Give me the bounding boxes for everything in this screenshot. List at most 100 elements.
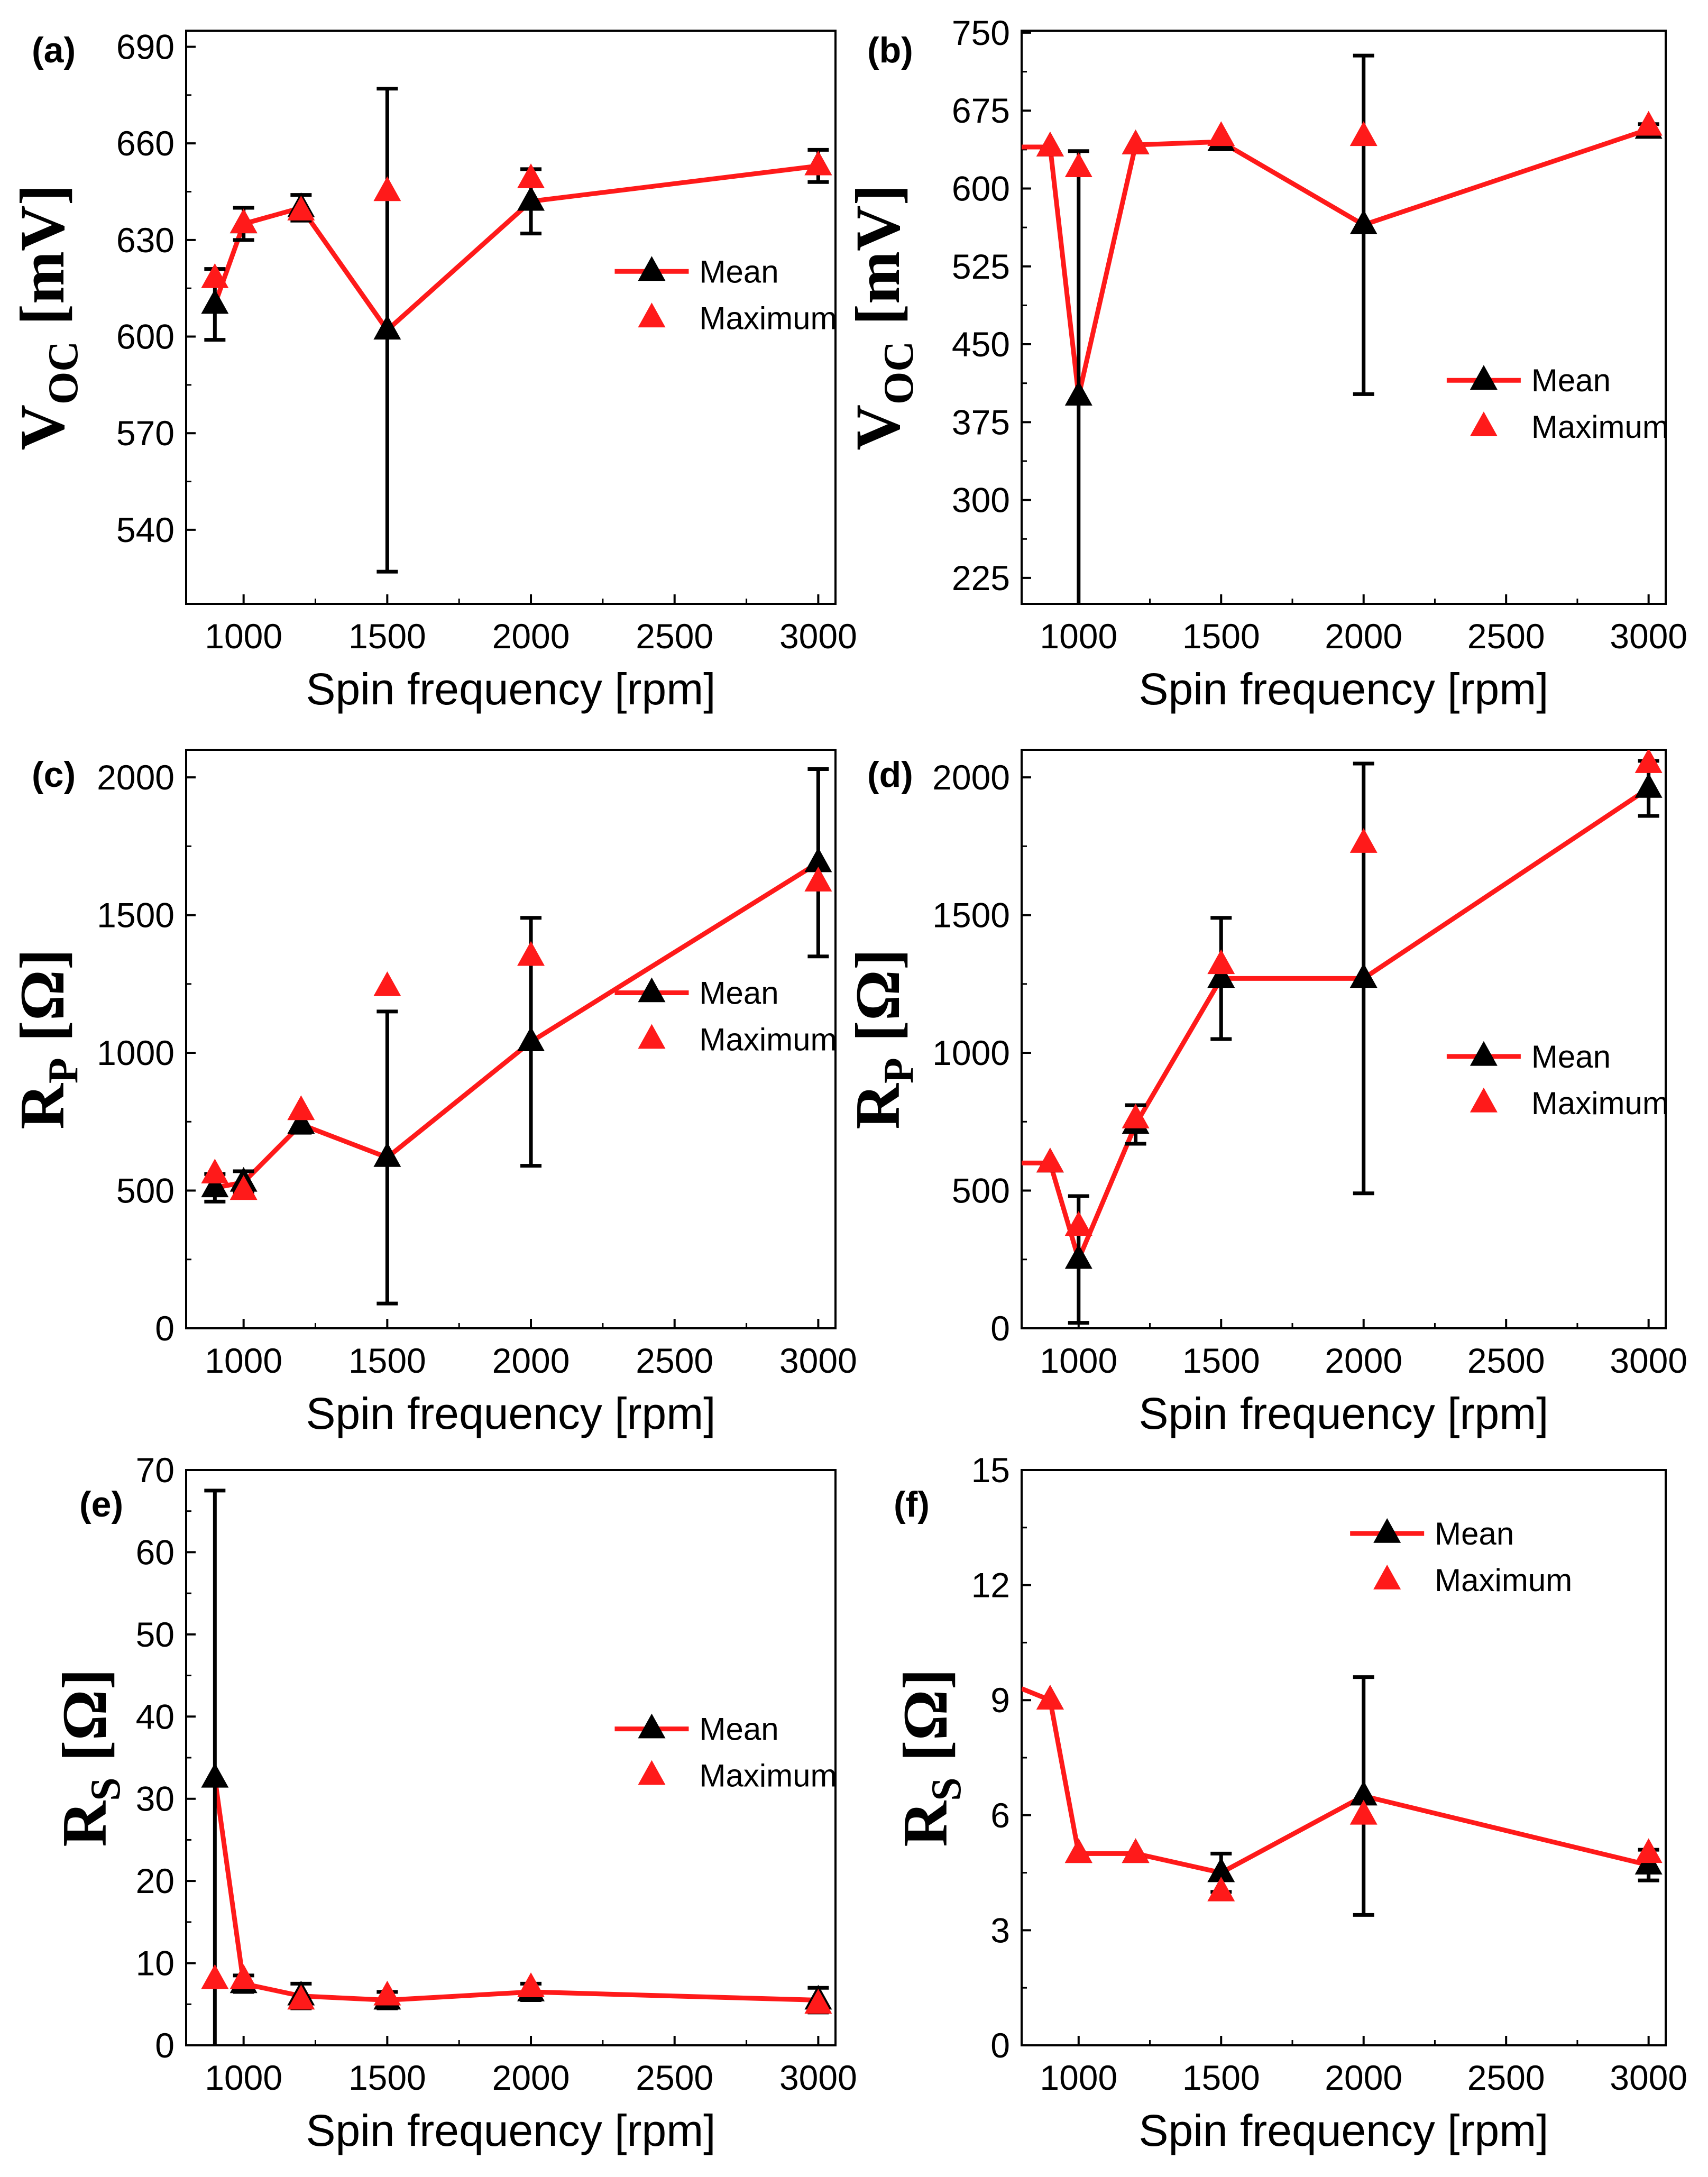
legend: Mean Maximum xyxy=(614,1712,837,1794)
legend-mean-marker xyxy=(638,256,666,281)
legend-mean-marker xyxy=(638,1713,666,1739)
maximum-point xyxy=(1634,750,1663,773)
chart-panel-c: 1000 1500 2000 2500 3000 0 500 1000 1500 2000 Spin… xyxy=(7,749,857,1438)
y-axis-title-main: R xyxy=(842,1083,913,1129)
legend-entry-maximum: Maximum xyxy=(1373,1563,1572,1598)
y-axis-title-main: R xyxy=(890,1801,960,1847)
mean-series-line xyxy=(1022,1686,1649,1876)
chart-panel-d: 1000 1500 2000 2500 3000 0 500 1000 1500 2000 Spin… xyxy=(842,749,1687,1438)
y-tick-label: 675 xyxy=(952,91,1010,130)
mean-series-line xyxy=(212,1778,819,2003)
y-tick-label: 2000 xyxy=(932,758,1010,797)
panel-label: (d) xyxy=(867,755,913,795)
mean-point xyxy=(517,186,545,211)
mean-point xyxy=(201,1762,229,1788)
y-axis-title-subscript: OC xyxy=(40,341,87,405)
y-tick-label: 0 xyxy=(155,2026,175,2065)
chart-panel-b: 1000 1500 2000 2500 3000 225 300 375 450 525 600 67… xyxy=(842,13,1687,714)
panel-label: (b) xyxy=(867,30,913,70)
y-axis-title-unit: [Ω] xyxy=(7,949,77,1058)
y-axis-title-main: V xyxy=(842,405,913,451)
maximum-point xyxy=(804,1989,832,2014)
x-tick-label: 3000 xyxy=(1610,2058,1687,2097)
mean-point xyxy=(1349,209,1378,235)
y-axis-title-unit: [Ω] xyxy=(49,1668,120,1777)
maximum-point xyxy=(517,1972,545,1997)
x-tick-label: 1500 xyxy=(348,1341,426,1380)
legend-entry-mean: Mean xyxy=(1446,363,1611,398)
y-tick-label: 525 xyxy=(952,247,1010,286)
plot-area xyxy=(201,1489,832,2045)
panel-label: (e) xyxy=(79,1484,123,1524)
plot-area xyxy=(1022,750,1663,1325)
panel-label: (c) xyxy=(32,755,76,795)
legend-label-mean: Mean xyxy=(1531,363,1611,398)
y-tick-label: 0 xyxy=(990,1309,1010,1348)
x-tick-label: 2500 xyxy=(1467,2058,1545,2097)
maximum-point xyxy=(1122,129,1150,154)
legend-entry-mean: Mean xyxy=(1446,1039,1611,1074)
mean-point xyxy=(1207,963,1235,988)
y-tick-label: 375 xyxy=(952,402,1010,442)
x-axis-title: Spin frequency [rpm] xyxy=(1138,1389,1548,1438)
x-tick-label: 2500 xyxy=(636,617,713,656)
mean-point xyxy=(1634,773,1663,798)
panel-label: (f) xyxy=(894,1484,930,1524)
x-tick-label: 1000 xyxy=(205,1341,282,1380)
mean-point xyxy=(1349,1780,1378,1806)
mean-series-line xyxy=(213,163,819,333)
maximum-point xyxy=(1207,949,1235,975)
plot-frame xyxy=(185,30,837,605)
maximum-point xyxy=(1122,1104,1150,1128)
legend-maximum-marker xyxy=(638,302,666,328)
legend: Mean Maximum xyxy=(1446,1039,1669,1121)
y-axis-title-unit: [Ω] xyxy=(890,1668,960,1777)
maximum-point xyxy=(1207,121,1235,146)
x-tick-label: 2000 xyxy=(492,617,570,656)
y-tick-label: 1500 xyxy=(97,896,175,935)
y-tick-label: 0 xyxy=(990,2026,1010,2065)
maximum-point xyxy=(1634,1838,1663,1863)
x-axis-title: Spin frequency [rpm] xyxy=(1138,664,1548,714)
y-axis-title: RP [Ω] xyxy=(842,949,922,1129)
maximum-point xyxy=(517,941,545,966)
legend-label-maximum: Maximum xyxy=(699,1022,837,1057)
maximum-point xyxy=(373,971,401,996)
legend-entry-mean: Mean xyxy=(614,254,779,289)
y-axis-title-subscript: S xyxy=(923,1777,970,1801)
legend: Mean Maximum xyxy=(614,254,837,336)
panel-label: (a) xyxy=(32,30,76,70)
y-tick-label: 30 xyxy=(136,1779,175,1818)
maximum-point xyxy=(201,1159,229,1184)
y-tick-label: 630 xyxy=(116,221,175,260)
legend-mean-marker xyxy=(1470,365,1498,390)
x-tick-label: 2000 xyxy=(492,2058,570,2097)
legend-label-mean: Mean xyxy=(1435,1516,1514,1551)
x-axis-title: Spin frequency [rpm] xyxy=(1138,2106,1548,2155)
legend-maximum-marker xyxy=(1470,411,1498,437)
maximum-point xyxy=(1064,1211,1092,1236)
legend-entry-mean: Mean xyxy=(614,1712,779,1747)
y-tick-label: 40 xyxy=(136,1697,175,1736)
maximum-point xyxy=(1349,121,1378,146)
legend-entry-mean: Mean xyxy=(614,975,779,1011)
x-tick-label: 2000 xyxy=(1325,1341,1402,1380)
mean-point xyxy=(1064,381,1092,406)
y-axis-title-unit: [mV] xyxy=(7,184,77,341)
maximum-point xyxy=(229,1964,258,1989)
y-tick-label: 70 xyxy=(136,1450,175,1490)
legend-label-maximum: Maximum xyxy=(1531,1086,1669,1121)
chart-panel-f: 1000 1500 2000 2500 3000 0 3 6 9 12 15 Spin frequen… xyxy=(890,1450,1687,2155)
x-tick-label: 3000 xyxy=(779,1341,857,1380)
maximum-point xyxy=(201,263,229,288)
x-tick-label: 1000 xyxy=(1040,2058,1117,2097)
x-tick-label: 1500 xyxy=(1182,1341,1260,1380)
y-axis-title: RS [Ω] xyxy=(890,1668,970,1847)
x-tick-label: 3000 xyxy=(779,2058,857,2097)
y-axis-title: VOC [mV] xyxy=(7,184,87,450)
mean-point xyxy=(1064,1244,1092,1269)
chart-panel-a: 1000 1500 2000 2500 3000 540 570 600 630 660 690 Sp… xyxy=(7,27,857,714)
y-axis-title: RP [Ω] xyxy=(7,949,87,1129)
maximum-point xyxy=(1064,1838,1092,1863)
y-tick-label: 660 xyxy=(116,124,175,163)
